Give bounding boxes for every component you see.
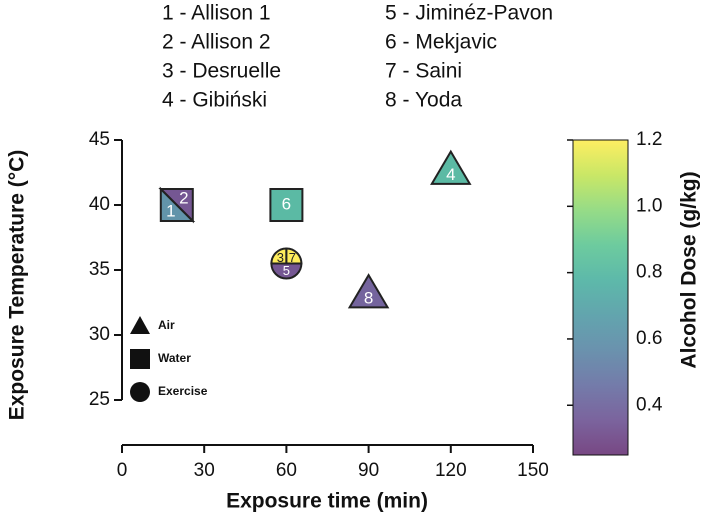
- colorbar-tick-label: 0.4: [636, 394, 663, 415]
- point-label: 4: [446, 165, 455, 184]
- point-label: 5: [283, 263, 290, 278]
- point-label: 1: [166, 201, 175, 220]
- colorbar-tick-label: 0.8: [636, 262, 662, 283]
- point: [430, 149, 472, 185]
- y-tick-label: 25: [89, 389, 110, 410]
- point: [347, 273, 390, 309]
- point: [270, 262, 303, 280]
- colorbar-title: Alcohol Dose (g/kg): [678, 171, 701, 368]
- legend-entry: 3 - Desruelle: [162, 60, 281, 83]
- legend-shape-label: Water: [158, 351, 191, 365]
- y-tick-label: 35: [89, 259, 110, 280]
- legend-entry: 7 - Saini: [385, 60, 462, 83]
- legend-shape-label: Air: [158, 318, 175, 332]
- point: [269, 188, 304, 222]
- x-tick-label: 30: [194, 460, 215, 481]
- legend-entry: 5 - Jiminéz-Pavon: [385, 2, 553, 25]
- x-axis-title: Exposure time (min): [226, 490, 428, 513]
- legend-entry: 2 - Allison 2: [162, 31, 271, 54]
- legend-shape: [130, 382, 150, 402]
- point: [158, 188, 194, 224]
- legend-entry: 1 - Allison 1: [162, 2, 271, 25]
- x-tick-label: 120: [435, 460, 467, 481]
- y-axis-title: Exposure Temperature (°C): [6, 150, 29, 421]
- y-tick-label: 30: [89, 324, 110, 345]
- x-tick-label: 150: [517, 460, 549, 481]
- y-tick-label: 40: [89, 194, 110, 215]
- point-label: 6: [282, 194, 291, 213]
- x-tick-label: 90: [358, 460, 379, 481]
- legend-entry: 8 - Yoda: [385, 89, 462, 112]
- point-label: 3: [277, 250, 284, 265]
- colorbar-tick-label: 1.2: [636, 129, 662, 150]
- point-label: 2: [179, 188, 188, 207]
- legend-entry: 6 - Mekjavic: [385, 31, 497, 54]
- colorbar-tick-label: 0.6: [636, 328, 662, 349]
- point-label: 8: [364, 288, 373, 307]
- legend-shape-label: Exercise: [158, 384, 208, 398]
- x-tick-label: 60: [276, 460, 297, 481]
- legend-shape: [130, 316, 150, 334]
- legend-entry: 4 - Gibiński: [162, 89, 267, 112]
- colorbar-tick-label: 1.0: [636, 195, 662, 216]
- point-label: 7: [289, 250, 296, 265]
- legend-shape: [130, 349, 150, 369]
- y-tick-label: 45: [89, 129, 110, 150]
- colorbar: [572, 139, 629, 456]
- x-tick-label: 0: [117, 460, 128, 481]
